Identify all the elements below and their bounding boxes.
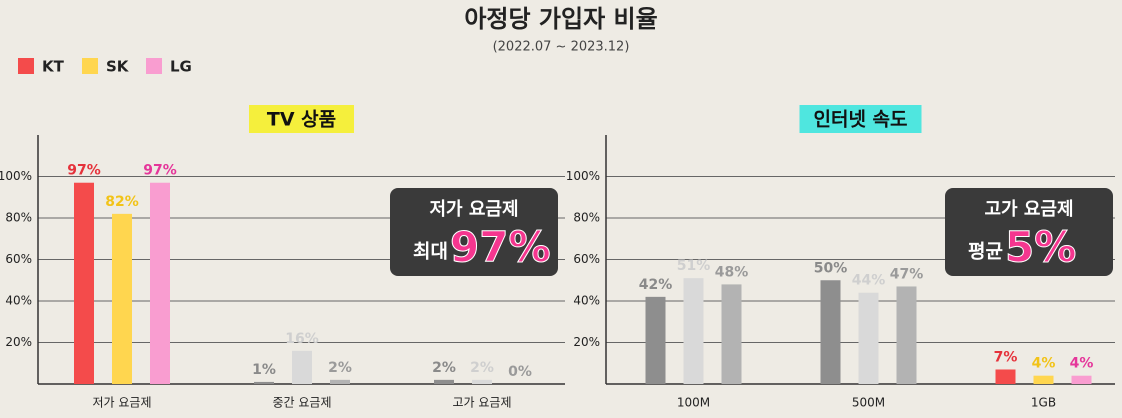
- value-label: 0%: [508, 364, 532, 380]
- value-label: 1%: [252, 362, 276, 378]
- x-tick-label: 500M: [852, 396, 885, 410]
- callout-title: 저가 요금제: [429, 199, 518, 220]
- y-tick-label: 100%: [566, 169, 600, 183]
- bar: [1071, 375, 1092, 384]
- callout-value: 97%: [450, 223, 551, 272]
- legend-label: LG: [170, 58, 192, 76]
- y-tick-label: 100%: [0, 169, 32, 183]
- legend-label: KT: [42, 58, 65, 76]
- chart-title: 인터넷 속도: [813, 109, 907, 131]
- y-tick-label: 40%: [573, 294, 600, 308]
- value-label: 47%: [890, 266, 924, 282]
- value-label: 2%: [328, 360, 352, 376]
- callout-box: [945, 188, 1113, 276]
- y-tick-label: 40%: [5, 294, 32, 308]
- value-label: 97%: [143, 163, 177, 179]
- callout-prefix: 평균: [968, 241, 1003, 263]
- page-title: 아정당 가입자 비율: [464, 5, 657, 33]
- value-label: 51%: [677, 258, 711, 274]
- legend-swatch: [82, 58, 98, 74]
- y-tick-label: 20%: [573, 335, 600, 349]
- legend-swatch: [146, 58, 162, 74]
- value-label: 48%: [715, 264, 749, 280]
- x-tick-label: 1GB: [1031, 396, 1056, 410]
- chart-title: TV 상품: [267, 109, 336, 131]
- bar: [858, 292, 879, 384]
- callout-box: [390, 188, 558, 276]
- bar: [995, 369, 1016, 384]
- y-tick-label: 20%: [5, 335, 32, 349]
- bar: [150, 182, 170, 384]
- value-label: 7%: [994, 349, 1018, 365]
- x-tick-label: 저가 요금제: [92, 396, 151, 410]
- page-subtitle: (2022.07 ~ 2023.12): [493, 40, 630, 55]
- value-label: 4%: [1070, 356, 1094, 372]
- callout-prefix: 최대: [413, 241, 448, 263]
- callout-value: 5%: [1005, 223, 1076, 272]
- chart-title-bg: [799, 105, 922, 133]
- y-tick-label: 80%: [573, 211, 600, 225]
- value-label: 82%: [105, 194, 139, 210]
- bar: [112, 213, 132, 384]
- bar: [820, 280, 841, 384]
- y-tick-label: 60%: [5, 252, 32, 266]
- bar: [721, 284, 742, 384]
- x-tick-label: 100M: [677, 396, 710, 410]
- value-label: 44%: [852, 273, 886, 289]
- bar: [1033, 375, 1054, 384]
- legend-swatch: [18, 58, 34, 74]
- value-label: 42%: [639, 277, 673, 293]
- value-label: 16%: [285, 331, 319, 347]
- bar: [330, 379, 350, 384]
- chart-title-bg: [249, 105, 354, 133]
- bar: [254, 381, 274, 384]
- bar: [472, 379, 492, 384]
- value-label: 2%: [432, 360, 456, 376]
- value-label: 4%: [1032, 356, 1056, 372]
- value-label: 2%: [470, 360, 494, 376]
- y-tick-label: 60%: [573, 252, 600, 266]
- legend-label: SK: [106, 58, 130, 76]
- bar: [683, 278, 704, 384]
- value-label: 50%: [814, 260, 848, 276]
- bar: [292, 350, 312, 384]
- x-tick-label: 중간 요금제: [272, 396, 331, 410]
- bar: [645, 296, 666, 384]
- y-tick-label: 80%: [5, 211, 32, 225]
- value-label: 97%: [67, 163, 101, 179]
- callout-title: 고가 요금제: [984, 199, 1073, 220]
- x-tick-label: 고가 요금제: [452, 396, 511, 410]
- bar: [74, 182, 94, 384]
- bar: [896, 286, 917, 384]
- bar: [434, 379, 454, 384]
